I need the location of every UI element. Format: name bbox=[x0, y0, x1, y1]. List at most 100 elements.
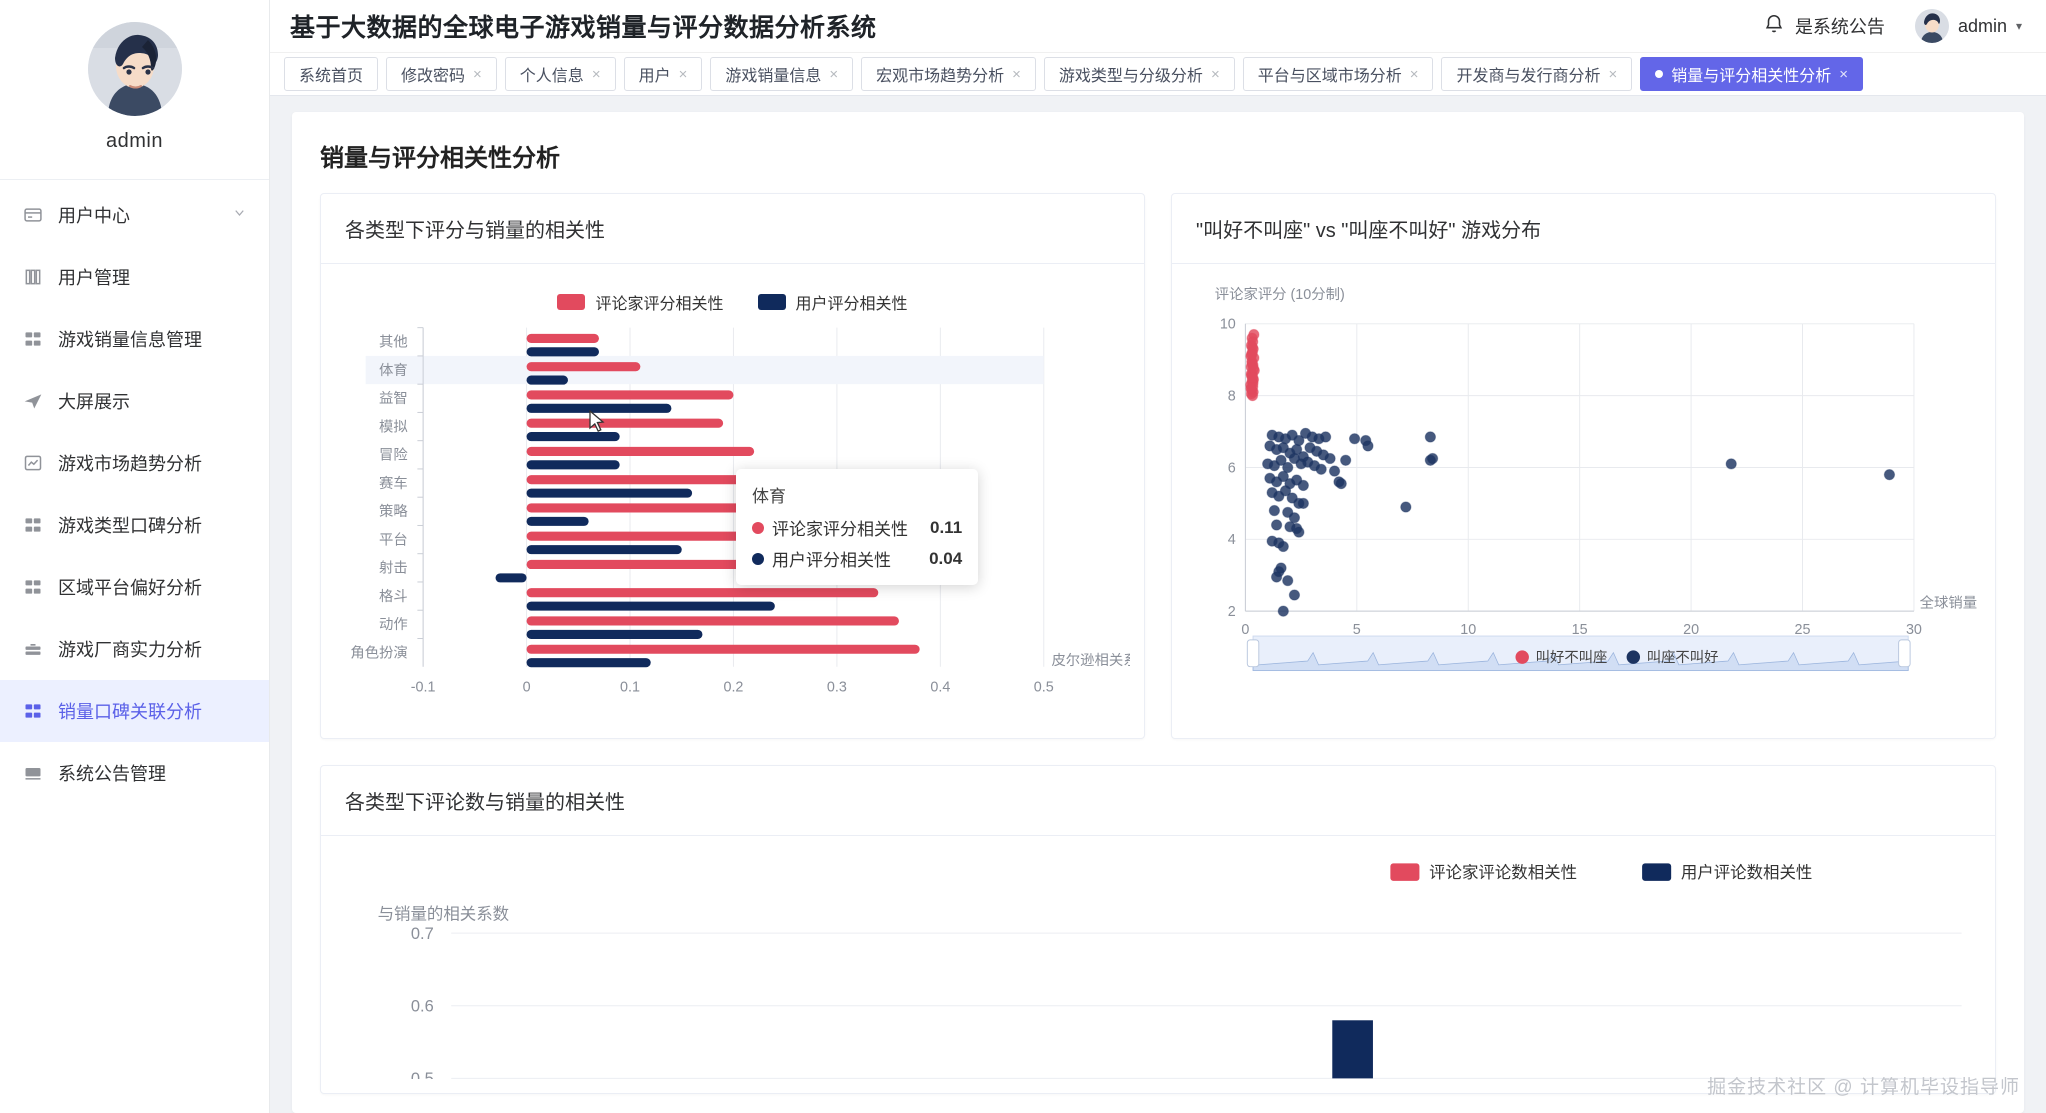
sidebar-item-game-sales-management[interactable]: 游戏销量信息管理 bbox=[0, 308, 269, 370]
svg-text:0.4: 0.4 bbox=[930, 680, 950, 696]
sidebar-profile: admin bbox=[0, 0, 269, 180]
svg-text:0.7: 0.7 bbox=[411, 925, 434, 943]
svg-text:10: 10 bbox=[1460, 622, 1476, 638]
tab-home[interactable]: 系统首页 bbox=[284, 57, 379, 91]
charts-row-top: 各类型下评分与销量的相关性 评论家评分相关性 用户评分相关性 bbox=[292, 193, 2024, 740]
chevron-down-icon[interactable] bbox=[232, 205, 247, 223]
sidebar-menu: 用户中心 用户管理 游戏销量信息管理 bbox=[0, 180, 269, 804]
topbar-right: 是系统公告 admin bbox=[1763, 9, 2022, 43]
tab-change-password[interactable]: 修改密码 × bbox=[386, 57, 497, 91]
svg-text:皮尔逊相关系数: 皮尔逊相关系数 bbox=[1051, 652, 1130, 669]
content-area: 销量与评分相关性分析 各类型下评分与销量的相关性 评论家评分相关性 bbox=[270, 96, 2046, 1113]
grid-icon bbox=[22, 328, 44, 350]
legend-item-critic[interactable]: 评论家评分相关性 bbox=[557, 290, 724, 314]
monitor-icon bbox=[22, 762, 44, 784]
tab-developer-publisher[interactable]: 开发商与发行商分析 × bbox=[1441, 57, 1633, 91]
svg-text:10: 10 bbox=[1220, 317, 1236, 333]
svg-text:15: 15 bbox=[1572, 622, 1588, 638]
tab-personal-info[interactable]: 个人信息 × bbox=[504, 57, 616, 91]
close-icon[interactable]: × bbox=[473, 65, 482, 83]
tab-label: 系统首页 bbox=[299, 68, 364, 85]
panel-body: 评论家评分相关性 用户评分相关性 -0.1 0 0.1 0.2 0.3 0.4 0.5 其他体… bbox=[321, 264, 1144, 736]
tab-label: 修改密码 bbox=[401, 68, 466, 85]
legend-item-user[interactable]: 用户评分相关性 bbox=[757, 290, 908, 314]
sidebar-item-publisher-strength[interactable]: 游戏厂商实力分析 bbox=[0, 618, 269, 680]
svg-text:0.5: 0.5 bbox=[411, 1070, 434, 1078]
svg-text:用户评论数相关性: 用户评论数相关性 bbox=[1681, 864, 1813, 882]
svg-text:-0.1: -0.1 bbox=[411, 680, 436, 696]
app-title: 基于大数据的全球电子游戏销量与评分数据分析系统 bbox=[290, 14, 877, 42]
svg-text:与销量的相关系数: 与销量的相关系数 bbox=[378, 906, 510, 924]
sidebar-item-user-management[interactable]: 用户管理 bbox=[0, 246, 269, 308]
tab-user[interactable]: 用户 × bbox=[623, 57, 703, 91]
svg-text:平台: 平台 bbox=[379, 531, 408, 548]
sidebar-item-region-platform[interactable]: 区域平台偏好分析 bbox=[0, 556, 269, 618]
tooltip-series-name: 用户评分相关性 bbox=[772, 551, 891, 570]
tab-game-sales-info[interactable]: 游戏销量信息 × bbox=[710, 57, 854, 91]
svg-text:2: 2 bbox=[1228, 604, 1236, 620]
panel-genre-score-correlation: 各类型下评分与销量的相关性 评论家评分相关性 用户评分相关性 bbox=[320, 193, 1145, 740]
svg-text:4: 4 bbox=[1228, 532, 1236, 548]
profile-username: admin bbox=[106, 130, 163, 152]
close-icon[interactable]: × bbox=[678, 65, 688, 83]
svg-text:0.3: 0.3 bbox=[827, 680, 847, 696]
grid-icon bbox=[22, 576, 44, 598]
tab-sales-rating-correlation[interactable]: 销量与评分相关性分析 × bbox=[1640, 57, 1864, 91]
avatar[interactable] bbox=[87, 22, 182, 116]
tooltip-series-name: 评论家评分相关性 bbox=[772, 520, 908, 539]
svg-text:30: 30 bbox=[1906, 622, 1922, 638]
sidebar-item-big-screen[interactable]: 大屏展示 bbox=[0, 370, 269, 432]
svg-text:6: 6 bbox=[1228, 460, 1236, 476]
tooltip-row: 评论家评分相关性 0.11 bbox=[752, 515, 962, 540]
user-name: admin bbox=[1957, 15, 2007, 36]
svg-text:策略: 策略 bbox=[379, 503, 408, 520]
svg-text:格斗: 格斗 bbox=[379, 588, 408, 605]
svg-text:赛车: 赛车 bbox=[379, 475, 408, 492]
line-chart-icon bbox=[22, 452, 44, 474]
svg-text:0.6: 0.6 bbox=[411, 998, 434, 1016]
sidebar-item-sales-reputation[interactable]: 销量口碑关联分析 bbox=[0, 680, 269, 742]
sidebar-item-genre-reputation[interactable]: 游戏类型口碑分析 bbox=[0, 494, 269, 556]
horizontal-bar-chart[interactable]: -0.1 0 0.1 0.2 0.3 0.4 0.5其他体育益智模拟冒险赛车策略平台射击格斗… bbox=[335, 320, 1130, 722]
sidebar-item-label: 区域平台偏好分析 bbox=[58, 578, 202, 598]
sidebar-item-label: 销量口碑关联分析 bbox=[58, 702, 202, 722]
legend-swatch bbox=[757, 294, 786, 310]
send-icon bbox=[22, 390, 44, 412]
svg-text:其他: 其他 bbox=[379, 334, 408, 351]
svg-text:20: 20 bbox=[1683, 622, 1699, 638]
svg-text:评论家评分 (10分制): 评论家评分 (10分制) bbox=[1215, 286, 1345, 303]
panel-title: 各类型下评论数与销量的相关性 bbox=[321, 766, 1995, 837]
tab-label: 开发商与发行商分析 bbox=[1456, 68, 1601, 85]
tooltip-dot bbox=[752, 552, 764, 565]
close-icon[interactable]: × bbox=[829, 65, 839, 83]
close-icon[interactable]: × bbox=[1210, 65, 1220, 83]
tab-macro-market-trend[interactable]: 宏观市场趋势分析 × bbox=[861, 57, 1036, 91]
main-area: 基于大数据的全球电子游戏销量与评分数据分析系统 是系统公告 bbox=[270, 0, 2046, 1113]
system-notice-button[interactable]: 是系统公告 bbox=[1763, 13, 1885, 40]
sidebar-item-market-trend[interactable]: 游戏市场趋势分析 bbox=[0, 432, 269, 494]
close-icon[interactable]: × bbox=[1608, 65, 1618, 83]
sidebar-item-announcement-management[interactable]: 系统公告管理 bbox=[0, 742, 269, 804]
close-icon[interactable]: × bbox=[1409, 65, 1419, 83]
tab-label: 用户 bbox=[638, 68, 671, 85]
tab-platform-region[interactable]: 平台与区域市场分析 × bbox=[1242, 57, 1434, 91]
tooltip-series-value: 0.11 bbox=[930, 517, 963, 537]
svg-text:叫好不叫座: 叫好不叫座 bbox=[1536, 649, 1608, 666]
tab-genre-rating[interactable]: 游戏类型与分级分析 × bbox=[1043, 57, 1235, 91]
close-icon[interactable]: × bbox=[1839, 65, 1849, 83]
tooltip-row: 用户评分相关性 0.04 bbox=[752, 546, 962, 571]
tab-label: 销量与评分相关性分析 bbox=[1671, 68, 1832, 85]
panel-acclaim-scatter: "叫好不叫座" vs "叫座不叫好" 游戏分布 评论家评分 (10分制) 2 4 6 8… bbox=[1171, 193, 1996, 740]
sidebar-item-label: 游戏销量信息管理 bbox=[58, 330, 202, 350]
close-icon[interactable]: × bbox=[1012, 65, 1021, 83]
close-icon[interactable]: × bbox=[591, 65, 601, 83]
user-menu[interactable]: admin ▾ bbox=[1914, 9, 2022, 43]
page-card: 销量与评分相关性分析 各类型下评分与销量的相关性 评论家评分相关性 bbox=[292, 112, 2024, 1113]
grid-icon bbox=[22, 700, 44, 722]
panel-body: 评论家评分 (10分制) 2 4 6 8 10 0 5 10 15 20 25 30 全球销量 叫好不叫座 叫… bbox=[1172, 264, 1995, 738]
tooltip-title: 体育 bbox=[752, 487, 786, 506]
grid-icon bbox=[22, 514, 44, 536]
sidebar-group-user-center[interactable]: 用户中心 bbox=[0, 184, 269, 246]
